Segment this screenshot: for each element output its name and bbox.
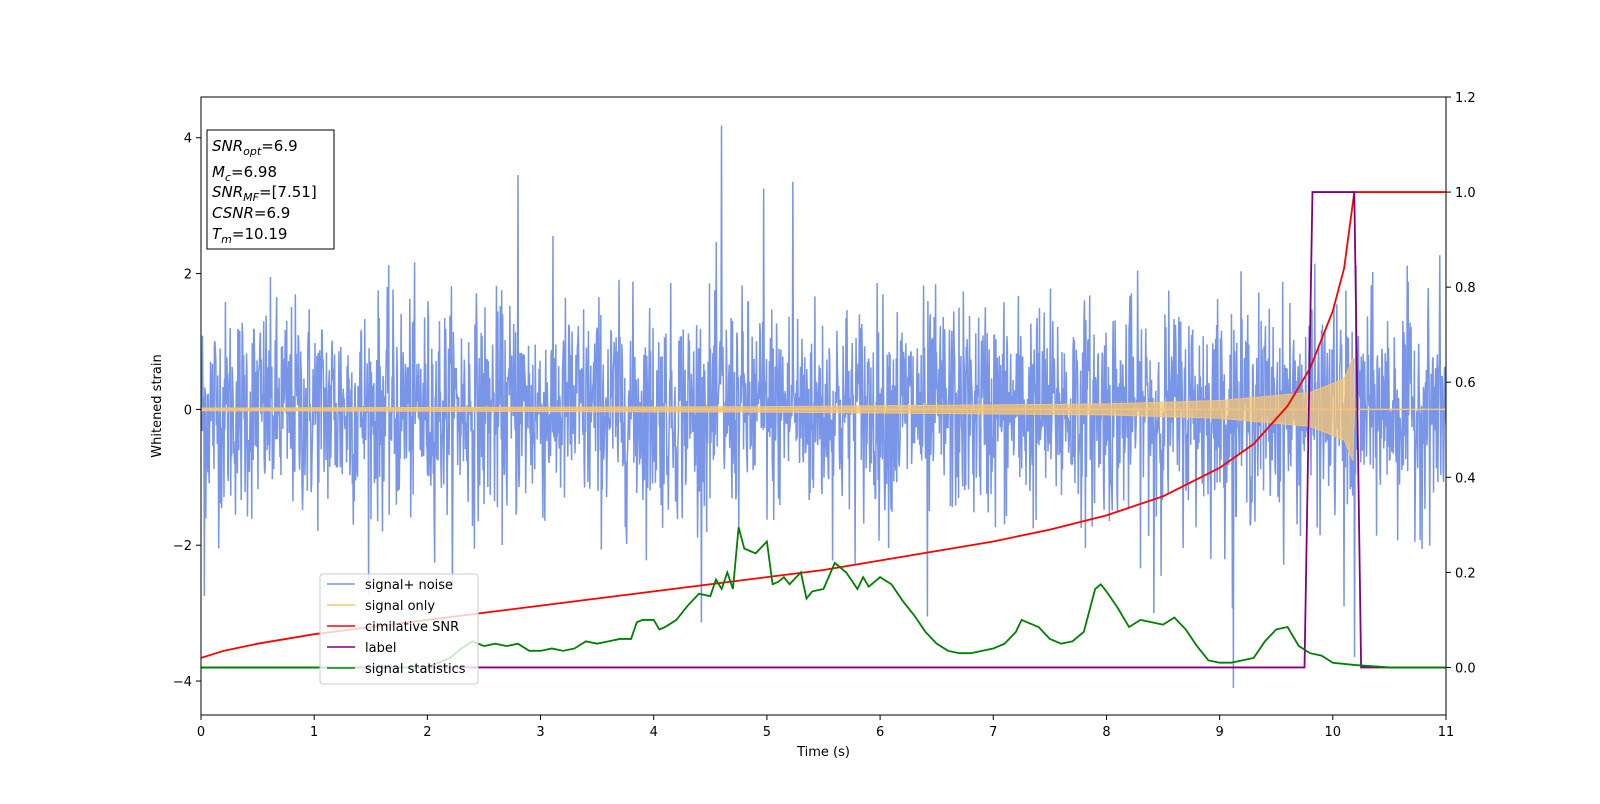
legend-label-signal-noise: signal+ noise [365, 578, 453, 593]
annotation-csnr: CSNR=6.9 [212, 204, 290, 222]
annotation-snr-mf: SNRMF=[7.51] [212, 183, 317, 204]
y-right-tick-label: 0.6 [1455, 376, 1476, 391]
tick-layer: 0 1 2 3 4 5 6 7 8 9 10 11 −4 −2 0 2 4 0.0 0.2 0.4 0.6 0.8 1.0 1… [173, 91, 1476, 740]
series-layer [201, 125, 1446, 688]
y-right-tick-label: 0.0 [1455, 661, 1476, 676]
y-left-tick-label: 2 [184, 268, 192, 283]
x-tick-label: 4 [650, 725, 658, 740]
legend-label-signal-only: signal only [365, 599, 435, 614]
y-right-tick-label: 0.2 [1455, 566, 1476, 581]
series-signal-statistics-line [201, 526, 1446, 669]
x-tick-label: 1 [310, 725, 318, 740]
y-right-tick-label: 1.0 [1455, 186, 1476, 201]
legend-label-label: label [365, 641, 396, 656]
series-label-line [201, 191, 1446, 669]
annotation-frame [206, 129, 335, 250]
legend: signal+ noise signal only cimilative SNR… [319, 573, 479, 685]
annotation-snr-opt: SNRopt=6.9 [212, 137, 298, 158]
x-tick-label: 0 [197, 725, 205, 740]
x-tick-label: 2 [423, 725, 431, 740]
x-tick-label: 6 [876, 725, 884, 740]
x-tick-label: 9 [1215, 725, 1223, 740]
x-tick-label: 8 [1102, 725, 1110, 740]
x-tick-label: 10 [1325, 725, 1342, 740]
x-tick-label: 5 [763, 725, 771, 740]
x-axis-label: Time (s) [796, 745, 850, 760]
annotation-mc: Mc=6.98 [212, 163, 277, 184]
y-right-tick-label: 0.8 [1455, 281, 1476, 296]
legend-label-signal-statistics: signal statistics [365, 662, 466, 677]
x-tick-label: 7 [989, 725, 997, 740]
legend-frame [319, 573, 479, 685]
annotation-box: SNRopt=6.9 Mc=6.98 SNRMF=[7.51] CSNR=6.9… [206, 129, 335, 250]
y-right-tick-label: 1.2 [1455, 91, 1476, 106]
series-signal-noise-line [201, 125, 1446, 688]
y-left-tick-label: 0 [184, 403, 192, 418]
y-left-tick-label: 4 [184, 132, 192, 147]
y-right-tick-label: 0.4 [1455, 471, 1476, 486]
legend-label-cumulative-snr: cimilative SNR [365, 620, 459, 635]
x-tick-label: 3 [536, 725, 544, 740]
annotation-tm: Tm=10.19 [212, 225, 287, 246]
plot-frame [200, 96, 1447, 716]
y-axis-label: Whitened strain [150, 354, 165, 457]
y-left-tick-label: −4 [173, 675, 192, 690]
y-left-tick-label: −2 [173, 539, 192, 554]
x-tick-label: 11 [1438, 725, 1455, 740]
